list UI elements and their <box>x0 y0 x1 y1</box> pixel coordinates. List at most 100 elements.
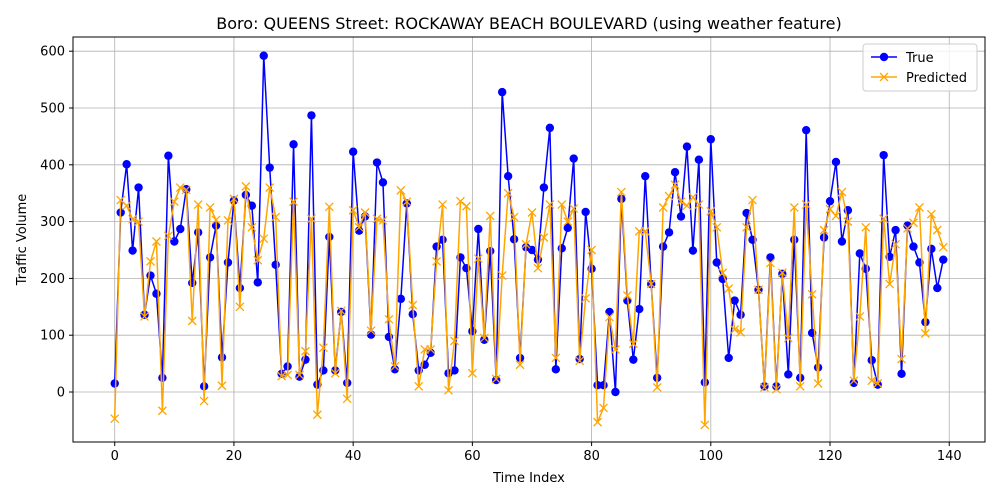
data-point-predicted <box>438 200 448 210</box>
data-point-true <box>801 125 811 135</box>
data-point-predicted <box>330 368 340 378</box>
data-point-true <box>658 242 668 251</box>
legend-label-predicted: Predicted <box>906 71 967 86</box>
data-point-predicted <box>694 200 704 210</box>
data-point-true <box>265 163 274 172</box>
data-point-predicted <box>306 214 316 224</box>
data-point-true <box>629 355 638 364</box>
data-point-predicted <box>658 202 668 212</box>
data-point-predicted <box>289 197 299 207</box>
data-point-true <box>396 294 406 304</box>
data-point-predicted <box>771 384 781 394</box>
data-point-true <box>545 123 555 133</box>
data-point-predicted <box>670 180 680 190</box>
data-point-true <box>664 228 674 237</box>
data-point-predicted <box>569 204 579 214</box>
data-point-predicted <box>861 222 871 232</box>
data-point-predicted <box>396 185 406 195</box>
data-point-predicted <box>831 211 841 221</box>
data-point-predicted <box>533 263 543 273</box>
data-point-predicted <box>372 214 382 224</box>
data-point-predicted <box>873 379 883 388</box>
data-point-predicted <box>688 192 698 202</box>
legend-label-true: True <box>905 51 934 66</box>
data-point-true <box>122 160 131 169</box>
data-point-predicted <box>503 188 513 198</box>
data-point-predicted <box>640 226 650 236</box>
data-point-true <box>193 228 203 237</box>
data-point-true <box>289 140 298 149</box>
data-point-true <box>581 207 590 217</box>
data-point-predicted <box>807 289 817 299</box>
data-point-predicted <box>348 205 358 215</box>
data-point-true <box>134 183 143 192</box>
data-point-predicted <box>247 222 257 232</box>
data-point-predicted <box>497 271 507 281</box>
data-point-predicted <box>932 225 942 235</box>
data-point-predicted <box>515 360 525 370</box>
data-point-true <box>682 142 692 151</box>
series-markers-predicted <box>110 180 948 430</box>
data-point-predicted <box>879 214 889 224</box>
data-point-true <box>670 167 680 177</box>
data-point-predicted <box>444 385 453 395</box>
data-point-true <box>766 253 775 262</box>
y-tick-label: 100 <box>40 329 65 344</box>
data-point-predicted <box>539 233 549 242</box>
data-point-predicted <box>706 206 716 216</box>
data-point-true <box>599 381 608 390</box>
y-tick-label: 0 <box>57 386 65 401</box>
data-point-predicted <box>521 239 531 249</box>
data-point-predicted <box>140 312 149 321</box>
data-point-true <box>688 246 698 255</box>
data-point-true <box>641 171 650 181</box>
data-point-true <box>557 244 566 253</box>
data-point-predicted <box>920 329 930 338</box>
data-point-true <box>563 223 572 233</box>
data-point-predicted <box>295 370 304 380</box>
x-tick-label: 40 <box>345 449 362 464</box>
data-point-predicted <box>891 239 901 249</box>
data-point-predicted <box>259 234 269 244</box>
data-point-predicted <box>223 216 233 225</box>
data-point-predicted <box>724 284 734 294</box>
data-point-predicted <box>229 194 239 204</box>
data-point-predicted <box>366 326 376 336</box>
data-point-predicted <box>342 394 352 404</box>
data-point-predicted <box>235 302 245 312</box>
data-point-predicted <box>700 420 710 430</box>
data-point-true <box>235 283 245 293</box>
data-point-predicted <box>265 183 275 192</box>
data-point-true <box>706 135 715 144</box>
data-point-true <box>927 244 936 254</box>
data-point-predicted <box>837 187 847 197</box>
data-point-true <box>188 278 197 288</box>
data-point-true <box>110 379 119 388</box>
x-axis-label: Time Index <box>492 471 565 486</box>
data-point-predicted <box>801 200 811 210</box>
data-point-predicted <box>199 396 209 406</box>
data-point-predicted <box>813 379 823 388</box>
data-point-predicted <box>759 383 769 392</box>
data-point-predicted <box>253 255 263 265</box>
y-tick-label: 300 <box>40 215 65 230</box>
data-point-true <box>146 271 155 280</box>
data-point-true <box>635 304 644 314</box>
data-point-predicted <box>742 222 752 232</box>
data-point-true <box>158 373 167 383</box>
data-point-true <box>736 310 745 319</box>
data-point-predicted <box>581 293 591 303</box>
data-point-predicted <box>593 417 603 427</box>
y-tick-label: 600 <box>40 45 65 60</box>
data-point-predicted <box>730 325 740 334</box>
data-point-true <box>933 283 942 293</box>
x-tick-label: 80 <box>583 449 600 464</box>
data-point-true <box>825 196 835 206</box>
series-line-predicted <box>113 183 944 426</box>
data-point-predicted <box>849 376 859 386</box>
data-point-predicted <box>461 201 471 211</box>
data-point-predicted <box>360 208 370 217</box>
data-point-predicted <box>187 316 197 326</box>
data-point-true <box>503 171 513 181</box>
data-point-predicted <box>914 202 924 212</box>
